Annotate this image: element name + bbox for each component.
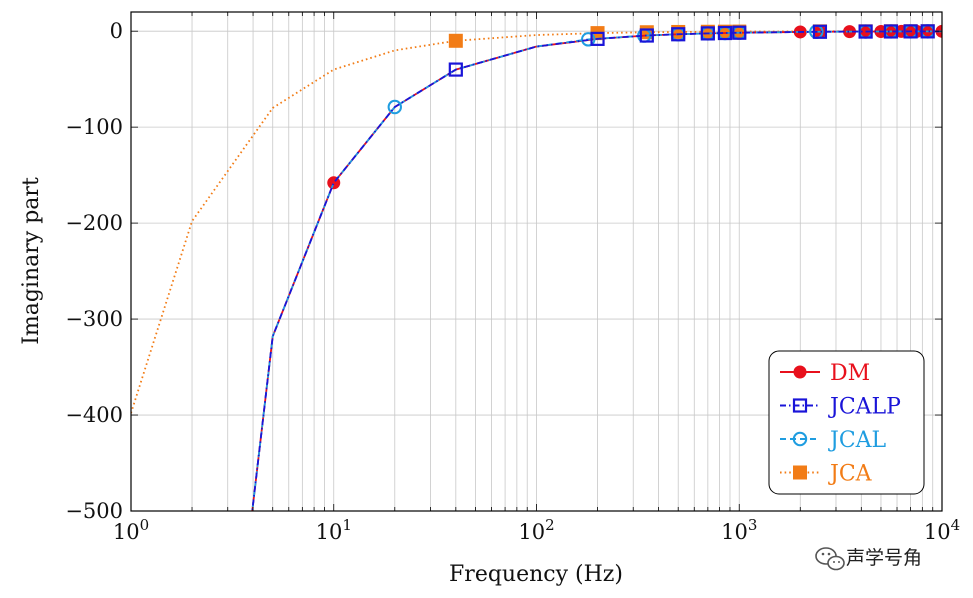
x-tick-label: 100 bbox=[113, 516, 149, 544]
marker-jcalp bbox=[812, 24, 828, 39]
marker-jcalp bbox=[639, 28, 654, 43]
marker-jcalp bbox=[883, 24, 899, 39]
legend-marker bbox=[792, 431, 808, 447]
x-tick-label: 101 bbox=[316, 516, 352, 544]
marker-jcalp bbox=[448, 62, 463, 77]
x-tick-label: 103 bbox=[721, 516, 757, 544]
legend-item-jca: JCA bbox=[780, 462, 873, 487]
series-jcalp bbox=[251, 24, 942, 511]
legend-box bbox=[768, 350, 925, 495]
y-axis-title: Imaginary part bbox=[19, 177, 44, 345]
ticks bbox=[130, 12, 942, 512]
legend-item-jcalp: JCALP bbox=[780, 395, 901, 420]
marker-jcal bbox=[387, 99, 402, 115]
wechat-icon bbox=[815, 547, 845, 571]
legend-label: JCAL bbox=[828, 428, 887, 453]
marker-jcalp bbox=[732, 25, 747, 40]
marker-jcalp bbox=[590, 31, 605, 46]
marker-jcalp bbox=[920, 24, 935, 39]
watermark-text: 声学号角 bbox=[846, 547, 922, 569]
y-tick-label: −500 bbox=[65, 499, 123, 523]
legend-marker bbox=[793, 465, 807, 480]
marker-jcal bbox=[581, 32, 596, 47]
series-layer bbox=[131, 24, 942, 511]
marker-jcalp bbox=[903, 24, 918, 39]
x-axis-title: Frequency (Hz) bbox=[449, 562, 623, 587]
y-tick-label: −200 bbox=[65, 211, 123, 235]
marker-jca bbox=[639, 25, 654, 40]
legend-marker bbox=[792, 398, 808, 413]
y-tick-label: −400 bbox=[65, 403, 123, 427]
legend-marker bbox=[793, 365, 807, 379]
marker-jca bbox=[448, 33, 463, 48]
y-tick-label: −100 bbox=[65, 115, 123, 139]
legend-item-dm: DM bbox=[780, 361, 870, 386]
watermark: 声学号角 bbox=[815, 547, 922, 571]
legend-item-jcal: JCAL bbox=[780, 428, 887, 453]
legend-label: JCALP bbox=[828, 395, 901, 420]
marker-jcalp bbox=[717, 25, 733, 41]
y-tick-label: −300 bbox=[65, 307, 123, 331]
y-tick-label: 0 bbox=[110, 19, 123, 43]
marker-jcalp bbox=[700, 26, 715, 41]
marker-jcalp bbox=[671, 27, 686, 42]
legend: DM JCALP JCAL JCA bbox=[768, 350, 925, 495]
x-tick-label: 102 bbox=[518, 516, 554, 544]
marker-jcalp bbox=[858, 24, 873, 39]
legend-label: DM bbox=[830, 361, 870, 386]
series-line-jcalp bbox=[251, 30, 942, 511]
x-tick-label: 104 bbox=[924, 516, 960, 544]
legend-label: JCA bbox=[828, 462, 873, 487]
